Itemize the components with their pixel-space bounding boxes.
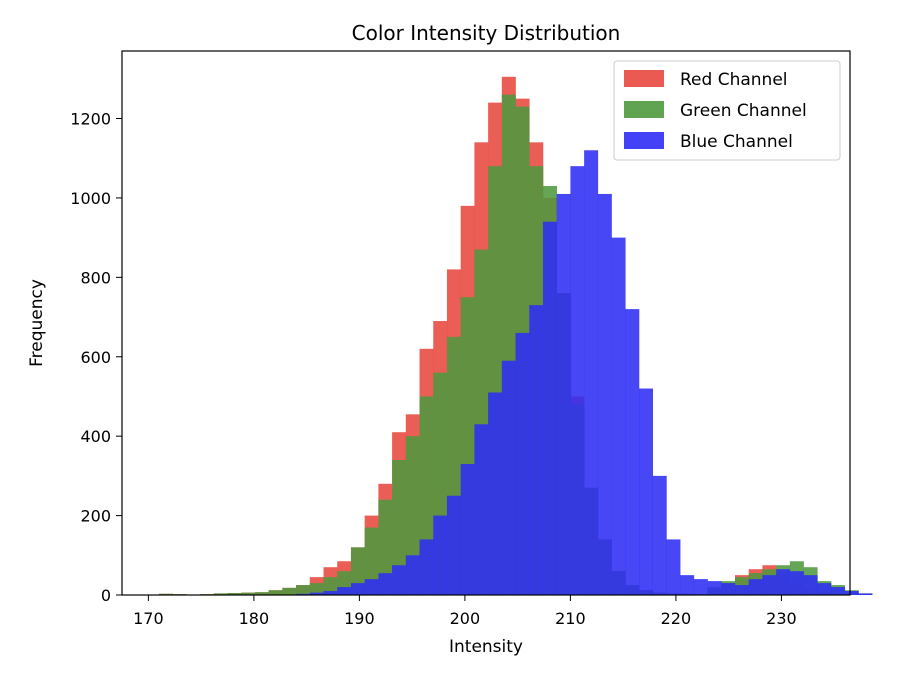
histogram-bar <box>433 515 448 595</box>
histogram-bar <box>680 575 695 595</box>
y-tick-label: 1200 <box>70 110 111 129</box>
histogram-bar <box>296 585 311 595</box>
legend-swatch-green <box>624 101 664 118</box>
histogram-bar <box>776 569 791 595</box>
histogram-bar <box>584 150 599 595</box>
legend-label-red: Red Channel <box>680 70 788 90</box>
histogram-bar <box>419 539 434 595</box>
histogram-bar <box>309 583 324 595</box>
x-tick-label: 180 <box>239 609 270 628</box>
histogram-bar <box>803 575 818 595</box>
legend: Red Channel Green Channel Blue Channel <box>613 60 841 161</box>
histogram-bar <box>831 587 846 595</box>
histogram-bar <box>734 585 750 595</box>
histogram-bar <box>570 166 585 595</box>
histogram-bar <box>364 527 379 595</box>
histogram-bar <box>309 592 324 595</box>
histogram-bar <box>652 475 667 595</box>
plot-frame <box>121 50 851 596</box>
histogram-bar <box>529 305 544 595</box>
y-tick-label: 600 <box>80 348 111 367</box>
y-tick-label: 1000 <box>70 189 111 208</box>
histogram-bar <box>350 583 365 595</box>
y-tick-label: 200 <box>80 507 111 526</box>
legend-box <box>613 60 841 161</box>
histogram-bar <box>323 591 338 595</box>
legend-label-blue: Blue Channel <box>680 132 793 152</box>
x-tick-label: 220 <box>661 609 692 628</box>
x-tick-label: 200 <box>450 609 481 628</box>
histogram-bar <box>268 590 283 595</box>
histogram-bar <box>789 571 804 595</box>
histogram-bar <box>405 555 420 595</box>
histogram-bar <box>611 237 626 595</box>
histogram-bar <box>488 392 503 595</box>
x-axis: 170 180 190 200 210 220 230 <box>133 595 797 628</box>
histogram-bar <box>597 193 612 595</box>
histogram-bar <box>460 463 475 595</box>
y-axis-title: Frequency <box>27 279 47 367</box>
histogram-bar <box>392 459 407 595</box>
y-tick-label: 400 <box>80 427 111 446</box>
x-tick-label: 190 <box>344 609 375 628</box>
histogram-bar <box>721 583 736 595</box>
histogram-bar <box>858 593 873 595</box>
histogram-bar <box>474 424 489 595</box>
y-tick-label: 0 <box>101 586 111 605</box>
histogram-bar <box>515 332 530 595</box>
series-blue-channel <box>282 150 873 596</box>
histogram-bar <box>378 499 393 595</box>
histogram-bar <box>748 579 763 595</box>
histogram-bar <box>542 221 557 596</box>
histogram-bar <box>213 593 228 595</box>
y-tick-label: 800 <box>80 268 111 287</box>
histogram-bar <box>282 587 297 595</box>
histogram-bar <box>446 495 461 595</box>
histogram-bar <box>625 309 640 595</box>
histogram-bar <box>323 577 338 595</box>
histogram-bar <box>392 565 407 595</box>
x-tick-label: 170 <box>133 609 164 628</box>
chart-title: Color Intensity Distribution <box>352 21 621 45</box>
histogram-bar <box>364 579 379 595</box>
histogram-bar <box>693 579 708 595</box>
histogram-bar <box>254 592 269 595</box>
histogram-bar <box>666 539 681 595</box>
legend-swatch-red <box>624 70 664 87</box>
histogram-bar <box>844 591 859 595</box>
histogram-bar <box>556 193 571 595</box>
histogram-bar <box>762 575 777 595</box>
y-axis: 0 200 400 600 800 1000 1200 <box>70 110 122 605</box>
histogram-bar <box>378 573 393 595</box>
histogram-bar <box>227 593 242 595</box>
histogram-bar <box>501 360 516 595</box>
x-axis-title: Intensity <box>449 637 523 657</box>
x-tick-label: 230 <box>766 609 797 628</box>
legend-label-green: Green Channel <box>680 101 807 121</box>
histogram-bar <box>707 581 722 595</box>
histogram-bar <box>337 587 352 595</box>
x-tick-label: 210 <box>555 609 586 628</box>
legend-swatch-blue <box>624 132 664 149</box>
bars-layer <box>158 76 873 596</box>
histogram-bar <box>638 388 654 595</box>
histogram-bar <box>241 592 256 595</box>
histogram-bar <box>817 583 832 595</box>
